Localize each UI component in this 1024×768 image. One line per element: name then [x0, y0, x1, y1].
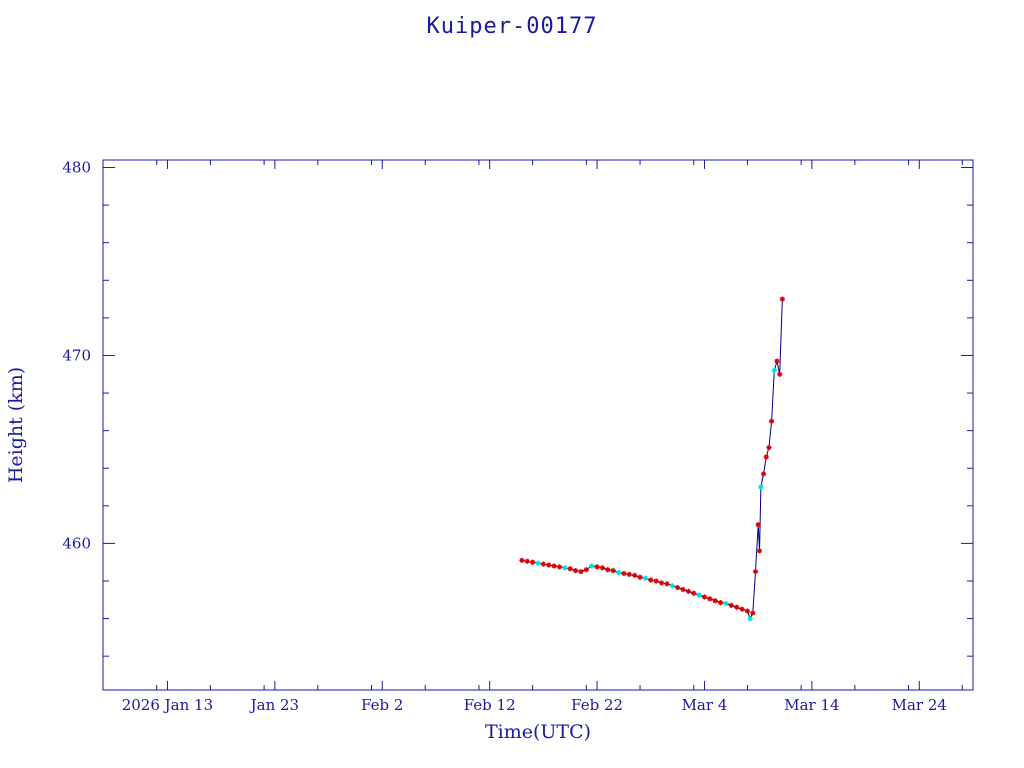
data-point [734, 604, 740, 610]
y-axis-label: Height (km) [5, 367, 27, 483]
data-series [519, 296, 785, 622]
data-point [752, 568, 759, 575]
data-point [769, 418, 775, 424]
data-point [637, 574, 643, 580]
x-axis-label: Time(UTC) [485, 721, 591, 743]
data-point [664, 581, 670, 587]
data-point [691, 590, 697, 596]
y-tick-label: 480 [62, 159, 91, 177]
data-point [760, 471, 767, 477]
data-point [551, 563, 557, 569]
data-point [739, 606, 745, 612]
data-point [756, 548, 763, 554]
data-point [774, 358, 780, 364]
data-point [723, 600, 729, 607]
data-point [648, 577, 654, 583]
data-point [589, 563, 595, 569]
data-point [728, 602, 734, 609]
data-point [610, 568, 616, 574]
data-point [766, 444, 772, 451]
axis-ticks: 2026 Jan 13 Jan 23 Feb 2 Feb 12 Feb 22 Mar 4 M… [62, 159, 973, 714]
data-point [675, 584, 681, 591]
data-point [777, 371, 783, 377]
x-tick-label: Feb 2 [361, 696, 403, 714]
y-tick-label: 460 [62, 534, 91, 552]
data-point [562, 565, 568, 571]
data-point [779, 296, 785, 302]
data-point [653, 578, 659, 584]
x-tick-label: Feb 12 [464, 696, 516, 714]
data-point [530, 559, 536, 565]
data-point [755, 522, 761, 528]
data-point [626, 571, 632, 578]
data-point [696, 592, 702, 598]
data-point [632, 572, 638, 578]
data-point [567, 566, 573, 572]
x-tick-label: Mar 14 [784, 696, 839, 714]
data-point [747, 615, 753, 622]
data-point [771, 367, 777, 374]
data-point [758, 484, 764, 490]
data-point [572, 568, 579, 574]
x-tick-label: Mar 4 [682, 696, 728, 714]
data-point [680, 586, 686, 593]
data-point [599, 565, 606, 571]
data-point [594, 564, 600, 570]
data-point [524, 558, 530, 564]
x-tick-label: Mar 24 [892, 696, 947, 714]
data-point [750, 610, 756, 616]
data-point [621, 570, 627, 577]
data-point [744, 608, 751, 614]
data-point [707, 596, 713, 602]
data-point [712, 598, 718, 604]
data-point [546, 562, 552, 568]
y-tick-label: 470 [62, 346, 91, 364]
x-tick-label: 2026 Jan 13 [122, 696, 213, 714]
data-point [578, 568, 584, 575]
data-point [763, 454, 769, 460]
data-point [556, 564, 563, 570]
data-point [615, 569, 622, 576]
data-point [717, 600, 724, 606]
series-line [521, 299, 783, 620]
x-tick-label: Jan 23 [249, 696, 299, 714]
data-point [658, 580, 665, 586]
data-point [701, 594, 708, 600]
plot-frame [102, 159, 974, 691]
x-tick-label: Feb 22 [571, 696, 623, 714]
data-point [535, 560, 541, 566]
data-point [642, 575, 649, 581]
data-point [540, 561, 546, 567]
data-point [685, 588, 691, 594]
chart-title: Kuiper-00177 [426, 14, 598, 39]
data-point [583, 567, 589, 573]
data-point [519, 557, 525, 563]
data-point [605, 567, 611, 573]
data-point [669, 583, 675, 589]
